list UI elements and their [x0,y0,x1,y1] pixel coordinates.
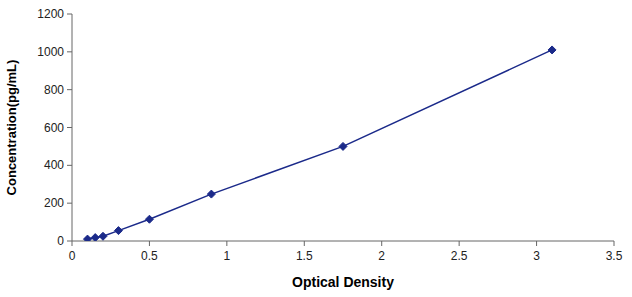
y-tick-label: 400 [44,158,64,172]
y-tick-label: 600 [44,121,64,135]
x-tick [459,241,460,246]
x-tick-label: 2 [378,249,385,263]
y-tick [67,127,72,128]
data-point [91,234,99,241]
x-tick-label: 3.5 [606,249,623,263]
x-tick [226,241,227,246]
data-point [207,190,215,198]
x-axis-line [72,241,614,242]
x-tick-label: 0 [69,249,76,263]
y-tick-label: 0 [57,234,64,248]
data-point [339,142,347,150]
data-point [145,215,153,223]
x-tick-label: 1.5 [296,249,313,263]
x-axis-label: Optical Density [292,274,394,290]
x-tick-label: 1 [224,249,231,263]
y-tick [67,203,72,204]
axes: 0 0.5 1 1.5 2 2.5 3 3.5 0 200 400 600 800 1000 1200 [37,7,622,263]
y-tick-label: 1200 [37,7,64,21]
x-tick-label: 2.5 [451,249,468,263]
y-tick [67,89,72,90]
chart-svg: 0 0.5 1 1.5 2 2.5 3 3.5 0 200 400 600 800 1000 1200 Opt… [0,0,632,297]
x-tick [304,241,305,246]
y-tick [67,165,72,166]
data-point [114,227,122,235]
series [83,46,556,241]
x-tick-label: 0.5 [141,249,158,263]
data-point [99,232,107,240]
data-point [548,46,556,54]
x-tick [149,241,150,246]
x-tick-label: 3 [533,249,540,263]
y-axis-label: Concentration(pg/mL) [4,60,19,196]
y-tick-label: 1000 [37,45,64,59]
y-tick-label: 800 [44,83,64,97]
y-tick-label: 200 [44,196,64,210]
y-tick [67,241,72,242]
data-line [87,50,552,239]
x-tick [72,241,73,246]
chart-container: 0 0.5 1 1.5 2 2.5 3 3.5 0 200 400 600 800 1000 1200 Opt… [0,0,632,297]
y-tick [67,51,72,52]
data-point [83,235,91,241]
x-tick [381,241,382,246]
x-tick [536,241,537,246]
y-tick [67,14,72,15]
x-tick [614,241,615,246]
